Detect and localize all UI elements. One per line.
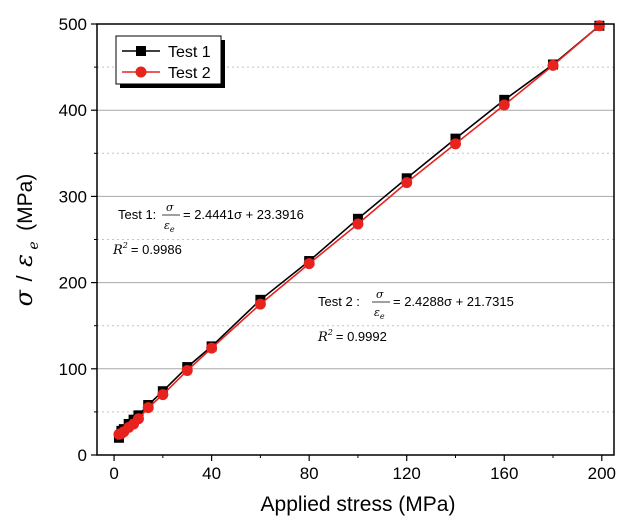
annotation-test1: Test 1: σ εe = 2.4441σ + 23.3916 R2 = 0.9… — [112, 201, 304, 258]
svg-text:σ / ε e: σ / ε e (MPa) — [10, 174, 42, 307]
x-tick-label: 200 — [588, 464, 616, 483]
series-layer — [113, 20, 605, 443]
x-tick-label: 0 — [109, 464, 118, 483]
y-axis-epsilon: ε — [10, 254, 38, 267]
data-point-circle — [498, 99, 510, 111]
y-tick-label: 300 — [59, 187, 87, 206]
data-point-circle — [181, 365, 193, 377]
ann1-r2: R2 = 0.9986 — [112, 241, 182, 258]
x-tick-label: 160 — [490, 464, 518, 483]
ann1-denominator: εe — [164, 219, 175, 234]
data-point-circle — [449, 138, 461, 150]
ann2-numerator: σ — [376, 288, 384, 301]
y-tick-label: 0 — [78, 446, 87, 465]
ann2-denominator: εe — [374, 306, 385, 321]
legend-box — [115, 35, 222, 85]
x-tick-label: 80 — [300, 464, 319, 483]
data-point-circle — [157, 389, 169, 401]
y-tick-label: 400 — [59, 101, 87, 120]
gridlines — [97, 66, 614, 413]
ann2-prefix: Test 2 : — [318, 294, 360, 309]
x-tick-label: 40 — [202, 464, 221, 483]
ann1-prefix: Test 1: — [118, 207, 156, 222]
y-axis-sigma: σ — [10, 289, 38, 306]
data-point-circle — [206, 342, 218, 354]
ann2-r2: R2 = 0.9992 — [317, 328, 387, 345]
legend-label-test2: Test 2 — [168, 65, 211, 82]
data-point-circle — [254, 298, 266, 310]
legend-marker-square — [136, 46, 146, 56]
y-axis-title: σ / ε e (MPa) — [10, 174, 42, 307]
ann1-equation: = 2.4441σ + 23.3916 — [183, 207, 304, 222]
legend-item-test2: Test 2 — [122, 65, 211, 82]
data-point-circle — [401, 177, 413, 189]
y-axis-unit: (MPa) — [14, 174, 37, 231]
legend-item-test1: Test 1 — [122, 44, 211, 61]
data-point-circle — [303, 258, 315, 270]
data-point-circle — [547, 59, 559, 71]
x-axis-title: Applied stress (MPa) — [261, 493, 456, 516]
annotation-test2: Test 2 : σ εe = 2.4288σ + 21.7315 R2 = 0.… — [317, 288, 514, 345]
plot-frame — [96, 23, 615, 456]
x-tick-label: 120 — [393, 464, 421, 483]
legend-marker-circle — [135, 66, 147, 78]
y-tick-label: 100 — [59, 360, 87, 379]
data-point-circle — [352, 218, 364, 230]
legend: Test 1 Test 2 — [115, 35, 225, 88]
tick-marks — [91, 23, 603, 461]
series-2 — [113, 20, 605, 440]
y-tick-labels: 0 100 200 300 400 500 — [59, 15, 87, 465]
x-tick-labels: 0 40 80 120 160 200 — [109, 464, 616, 483]
data-point-circle — [142, 402, 154, 414]
ann1-numerator: σ — [166, 201, 174, 214]
y-axis-slash: / — [12, 275, 37, 282]
legend-label-test1: Test 1 — [168, 44, 211, 61]
data-point-circle — [593, 20, 605, 32]
y-tick-label: 200 — [59, 274, 87, 293]
ann2-equation: = 2.4288σ + 21.7315 — [393, 294, 514, 309]
y-axis-subscript: e — [26, 241, 42, 249]
data-point-circle — [132, 413, 144, 425]
y-tick-label: 500 — [59, 15, 87, 34]
